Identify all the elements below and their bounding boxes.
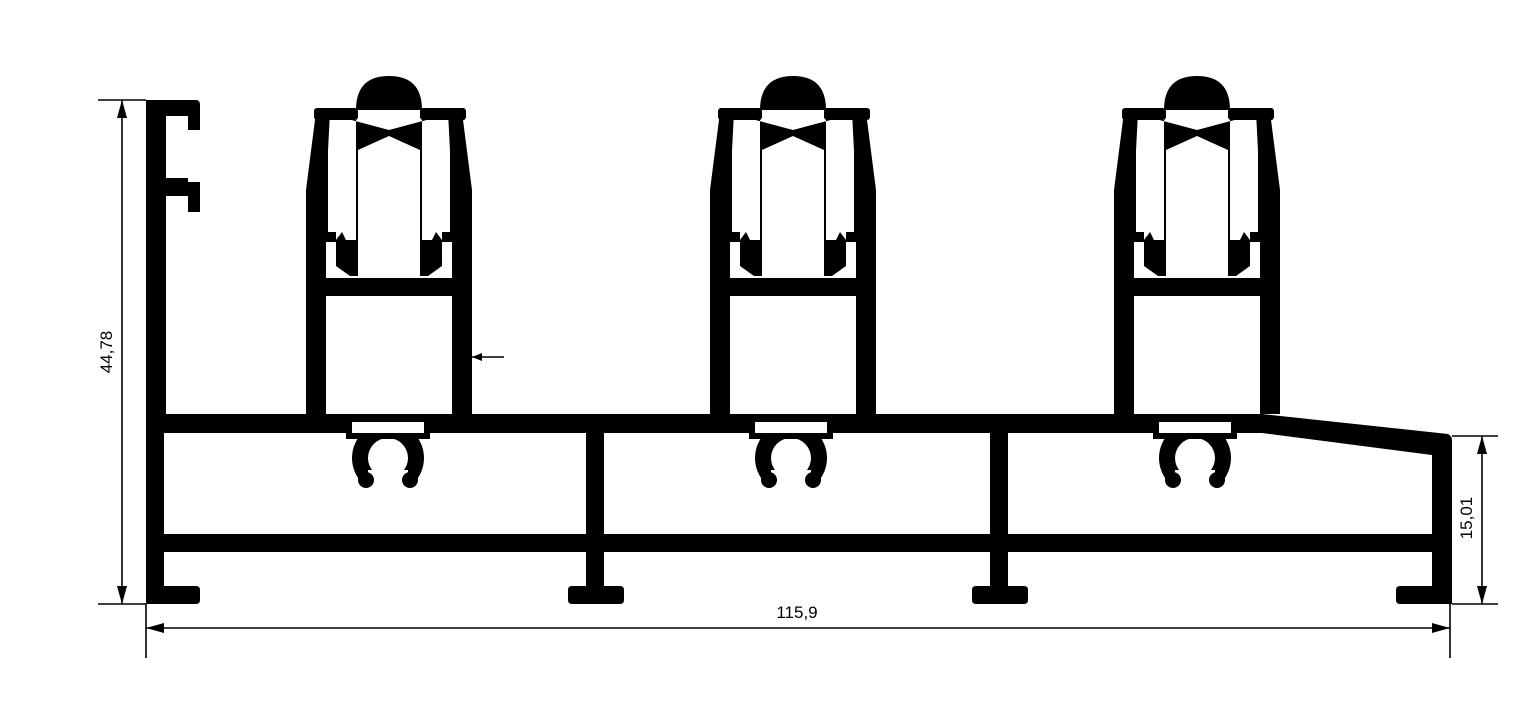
- foot-center-2: [972, 552, 1028, 604]
- track-3-chamber: [1134, 296, 1260, 414]
- height-dimension: 44,78: [97, 99, 146, 605]
- foot-center-1: [568, 552, 624, 604]
- track-2-chamber: [730, 296, 856, 414]
- height-dimension-label: 44,78: [97, 331, 116, 374]
- width-dimension: 115,9: [145, 603, 1451, 658]
- left-wall-hook: [166, 178, 200, 212]
- foot-left: [146, 552, 200, 604]
- upper-deck: [146, 414, 1452, 604]
- aluminium-profile-section: [146, 76, 1452, 604]
- web-1: [586, 414, 604, 552]
- foot-right: [1396, 552, 1452, 604]
- screw-port-2: [749, 422, 833, 500]
- track-1-chamber: [326, 296, 452, 414]
- lower-floor: [146, 534, 1452, 552]
- pointer-arrowhead: [472, 353, 482, 361]
- screw-port-1: [346, 422, 430, 500]
- track-module-1: [306, 76, 472, 414]
- base-height-dimension-label: 15,01: [1457, 497, 1476, 540]
- web-2: [990, 414, 1008, 552]
- left-wall: [146, 100, 200, 414]
- width-dimension-label: 115,9: [776, 603, 817, 622]
- screw-port-3: [1153, 422, 1237, 500]
- base-height-dimension: 15,01: [1452, 435, 1498, 605]
